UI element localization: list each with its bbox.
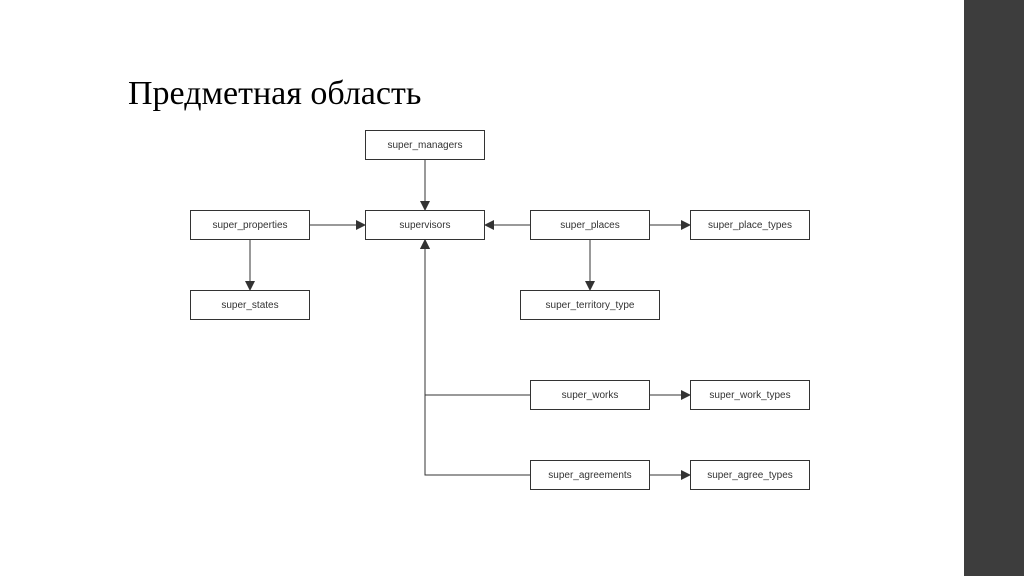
node-super_agreements: super_agreements	[530, 460, 650, 490]
node-super_place_types: super_place_types	[690, 210, 810, 240]
node-super_works: super_works	[530, 380, 650, 410]
page-title: Предметная область	[128, 75, 421, 113]
node-super_places: super_places	[530, 210, 650, 240]
diagram-container: super_managers super_properties supervisor…	[170, 130, 870, 550]
edge	[425, 240, 530, 475]
node-super_agree_types: super_agree_types	[690, 460, 810, 490]
node-super_states: super_states	[190, 290, 310, 320]
sidebar	[964, 0, 1024, 576]
node-super_territory_type: super_territory_type	[520, 290, 660, 320]
edge	[425, 240, 530, 395]
node-supervisors: supervisors	[365, 210, 485, 240]
node-super_work_types: super_work_types	[690, 380, 810, 410]
node-super_properties: super_properties	[190, 210, 310, 240]
node-super_managers: super_managers	[365, 130, 485, 160]
page: Предметная область super_managers super_p…	[0, 0, 1024, 576]
